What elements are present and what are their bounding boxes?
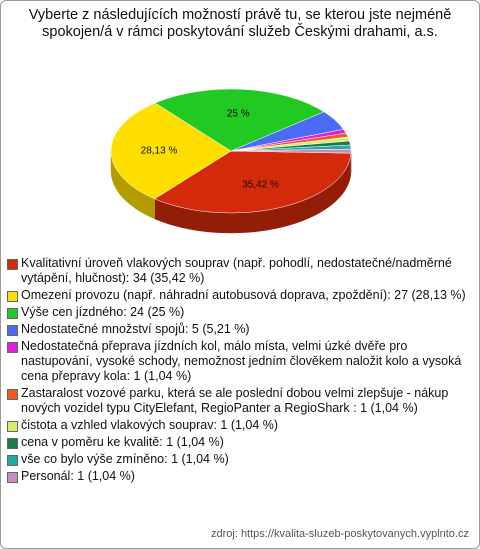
legend-label: Nedostatečné množství spojů: 5 (5,21 %)	[21, 322, 250, 336]
legend-item: Výše cen jízdného: 24 (25 %)	[7, 305, 473, 320]
chart-title: Vyberte z následujících možností právě t…	[28, 7, 452, 40]
slice	[230, 148, 352, 154]
legend-label: Nedostatečná přeprava jízdních kol, málo…	[21, 339, 462, 383]
legend-label: čistota a vzhled vlakových souprav: 1 (1…	[21, 418, 279, 432]
legend-item: Omezení provozu (např. náhradní autobuso…	[7, 288, 473, 303]
legend-item: Nedostatečná přeprava jízdních kol, málo…	[7, 339, 473, 384]
legend-label: Kvalitativní úroveň vlakových souprav (n…	[21, 256, 452, 285]
legend-label: vše co bylo výše zmíněno: 1 (1,04 %)	[21, 452, 229, 466]
legend-swatch	[7, 455, 18, 466]
slice	[154, 88, 325, 152]
legend-item: Personál: 1 (1,04 %)	[7, 469, 473, 484]
source: zdroj: https://kvalita-sluzeb-poskytovan…	[210, 528, 469, 540]
slice	[154, 150, 352, 214]
legend-item: cena v poměru ke kvalitě: 1 (1,04 %)	[7, 435, 473, 450]
legend-swatch	[7, 438, 18, 449]
legend: Kvalitativní úroveň vlakových souprav (n…	[7, 256, 473, 486]
legend-item: čistota a vzhled vlakových souprav: 1 (1…	[7, 418, 473, 433]
value-label: 28,13 %	[141, 146, 178, 157]
legend-label: cena v poměru ke kvalitě: 1 (1,04 %)	[21, 435, 224, 449]
legend-swatch	[7, 308, 18, 319]
legend-label: Personál: 1 (1,04 %)	[21, 469, 135, 483]
legend-label: Zastaralost vozové parku, která se ale p…	[21, 386, 449, 415]
legend-swatch	[7, 291, 18, 302]
legend-label: Omezení provozu (např. náhradní autobuso…	[21, 288, 466, 302]
value-label: 35,42 %	[242, 180, 279, 191]
legend-swatch	[7, 472, 18, 483]
legend-swatch	[7, 259, 18, 270]
legend-swatch	[7, 421, 18, 432]
legend-label: Výše cen jízdného: 24 (25 %)	[21, 305, 185, 319]
legend-item: vše co bylo výše zmíněno: 1 (1,04 %)	[7, 452, 473, 467]
legend-swatch	[7, 325, 18, 336]
value-label: 25 %	[227, 109, 250, 120]
legend-swatch	[7, 389, 18, 400]
legend-item: Kvalitativní úroveň vlakových souprav (n…	[7, 256, 473, 286]
legend-swatch	[7, 342, 18, 353]
slice	[110, 102, 232, 200]
legend-item: Nedostatečné množství spojů: 5 (5,21 %)	[7, 322, 473, 337]
legend-item: Zastaralost vozové parku, která se ale p…	[7, 386, 473, 416]
